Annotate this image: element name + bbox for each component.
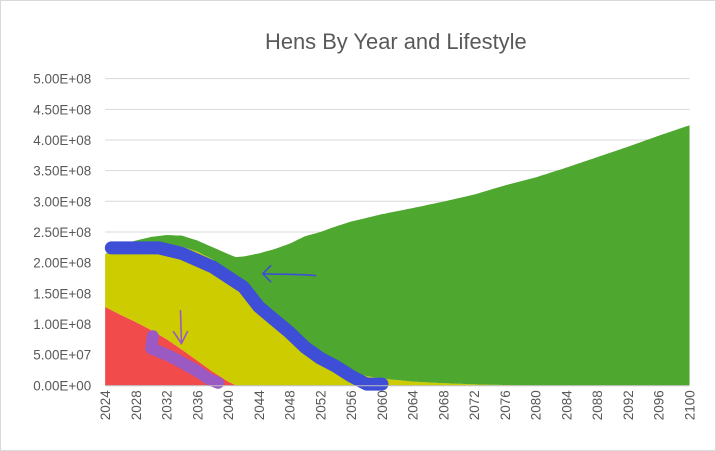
- blue-arrow: [261, 264, 317, 283]
- x-tick-label: 2084: [559, 390, 574, 420]
- y-axis: 0.00E+00 5.00E+07 1.00E+08 1.50E+08 2.00E+08…: [33, 72, 91, 394]
- x-tick-label: 2100: [683, 390, 698, 420]
- area-series-2: [105, 246, 690, 386]
- x-tick-label: 2044: [252, 390, 267, 420]
- plot-areas: [105, 125, 690, 386]
- x-tick-label: 2068: [436, 390, 451, 420]
- x-tick-label: 2052: [313, 390, 328, 420]
- y-tick-label: 2.00E+08: [33, 256, 91, 271]
- area-series-1: [105, 306, 690, 386]
- x-tick-label: 2064: [406, 390, 421, 420]
- y-tick-label: 0.00E+00: [33, 378, 91, 393]
- purple-arrow: [172, 309, 189, 346]
- y-tick-label: 5.00E+08: [33, 72, 91, 87]
- y-tick-label: 1.50E+08: [33, 286, 91, 301]
- x-tick-label: 2036: [190, 390, 205, 420]
- x-tick-label: 2024: [98, 390, 113, 420]
- x-tick-label: 2096: [652, 390, 667, 420]
- y-tick-label: 5.00E+07: [33, 348, 91, 363]
- y-tick-label: 4.50E+08: [33, 102, 91, 117]
- x-axis: 2024 2028 2032 2036 2040 2044 2048 2052 2056 2060…: [98, 385, 698, 420]
- x-tick-label: 2028: [129, 390, 144, 420]
- y-tick-label: 1.00E+08: [33, 317, 91, 332]
- chart-title: Hens By Year and Lifestyle: [265, 29, 527, 54]
- x-tick-label: 2076: [498, 390, 513, 420]
- y-tick-label: 3.50E+08: [33, 164, 91, 179]
- x-tick-label: 2088: [590, 390, 605, 420]
- x-tick-label: 2072: [467, 390, 482, 420]
- y-tick-label: 3.00E+08: [33, 194, 91, 209]
- x-tick-label: 2056: [344, 390, 359, 420]
- x-tick-label: 2060: [375, 390, 390, 420]
- x-tick-label: 2040: [221, 390, 236, 420]
- x-tick-label: 2080: [529, 390, 544, 420]
- y-tick-label: 2.50E+08: [33, 225, 91, 240]
- y-tick-label: 4.00E+08: [33, 133, 91, 148]
- x-tick-label: 2048: [283, 390, 298, 420]
- x-tick-label: 2092: [621, 390, 636, 420]
- annotations: [104, 241, 389, 391]
- blue-curve-stroke: [104, 241, 389, 391]
- purple-curve-stroke: [145, 330, 225, 389]
- x-tick-label: 2032: [160, 390, 175, 420]
- area-series-3: [105, 125, 690, 386]
